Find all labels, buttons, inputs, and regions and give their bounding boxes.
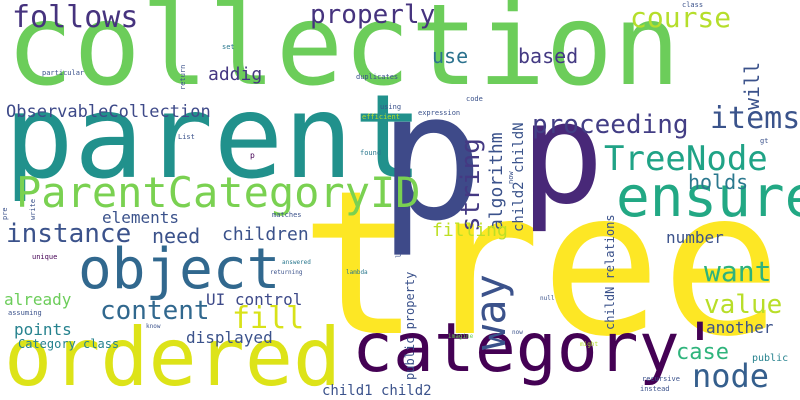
- word-lt: lt: [395, 249, 403, 258]
- word-null: null: [540, 295, 555, 302]
- word-efficient: efficient: [362, 113, 400, 121]
- word-unique: unique: [32, 253, 58, 261]
- word-recursive: recursive: [642, 375, 680, 383]
- word-node: node: [692, 357, 770, 395]
- word-set: set: [222, 43, 235, 51]
- word-value: value: [704, 290, 783, 320]
- word-instead: instead: [640, 385, 670, 393]
- word-based: based: [518, 44, 579, 68]
- word-gt: gt: [760, 137, 769, 145]
- word-found: found: [360, 149, 382, 157]
- word-p-small: p: [520, 73, 605, 236]
- word-addig: addig: [208, 64, 263, 85]
- word-Category-class: Category class: [18, 337, 120, 351]
- word-filling: filling: [432, 220, 508, 241]
- word-write: write: [29, 198, 37, 220]
- word-return: return: [179, 64, 187, 90]
- word-know: know: [146, 323, 161, 330]
- word-code: code: [466, 95, 483, 103]
- word-items: items: [710, 101, 800, 136]
- word-another: another: [706, 318, 774, 337]
- word-fill: fill: [232, 301, 305, 336]
- word-object: object: [78, 237, 281, 302]
- word-children: children: [222, 224, 309, 245]
- word-instance: instance: [6, 219, 132, 249]
- word-answered: answered: [282, 259, 311, 266]
- word-now: now: [512, 329, 523, 336]
- word-child1-child2: child1 child2: [322, 383, 432, 399]
- word-childN-relations: childN relations: [603, 214, 617, 330]
- word-will: will: [740, 61, 764, 110]
- word-lambda: lambda: [346, 269, 368, 276]
- word-p-big: p: [378, 55, 484, 260]
- word-proceeding: proceeding: [532, 110, 689, 140]
- word-need: need: [152, 224, 201, 248]
- word-now-small: now: [507, 171, 515, 184]
- word-returning: returning: [270, 269, 303, 276]
- word-assuming: assuming: [8, 309, 42, 317]
- word-ensure: ensure: [616, 165, 800, 230]
- word-p-tiny: p: [250, 151, 255, 160]
- word-public: public: [752, 353, 789, 364]
- word-expression: expression: [418, 109, 461, 117]
- word-collection: collection: [6, 0, 681, 111]
- word-displayed: displayed: [186, 328, 273, 347]
- word-properly: properly: [310, 0, 436, 30]
- word-ObservableCollection: ObservableCollection: [6, 102, 211, 122]
- word-string: string: [456, 138, 486, 232]
- word-might: might: [580, 341, 599, 348]
- word-want: want: [704, 255, 772, 288]
- word-particular: particular: [42, 69, 85, 77]
- word-follows: follows: [12, 0, 139, 35]
- word-algorithm: algorithm: [486, 132, 507, 230]
- word-use: use: [432, 44, 469, 68]
- word-duplicates: duplicates: [356, 73, 399, 81]
- word-number: number: [666, 228, 724, 247]
- word-ParentCategoryID: ParentCategoryID: [16, 168, 421, 217]
- word-case: case: [676, 340, 729, 365]
- word-holds: holds: [688, 170, 749, 194]
- word-elements: elements: [102, 208, 180, 227]
- word-UI-control: UI control: [206, 290, 303, 309]
- word-using: using: [380, 103, 402, 111]
- word-category: category': [352, 309, 721, 388]
- word-List: List: [178, 133, 195, 141]
- word-class: class: [682, 1, 704, 9]
- word-points: points: [14, 320, 72, 339]
- word-parent: parent: [4, 70, 424, 205]
- word-public-property: public property: [403, 271, 417, 380]
- word-ordered: ordered: [4, 311, 342, 400]
- word-matches: matches: [272, 211, 302, 219]
- word-way: way: [466, 274, 515, 350]
- word-TreeNode: TreeNode: [604, 139, 768, 179]
- word-imagine: imagine: [448, 333, 474, 340]
- word-tree: tree: [300, 148, 782, 381]
- word-course: course: [630, 1, 732, 34]
- word-already: already: [4, 290, 72, 309]
- word-content: content: [100, 296, 210, 326]
- word-pre: pre: [1, 207, 9, 220]
